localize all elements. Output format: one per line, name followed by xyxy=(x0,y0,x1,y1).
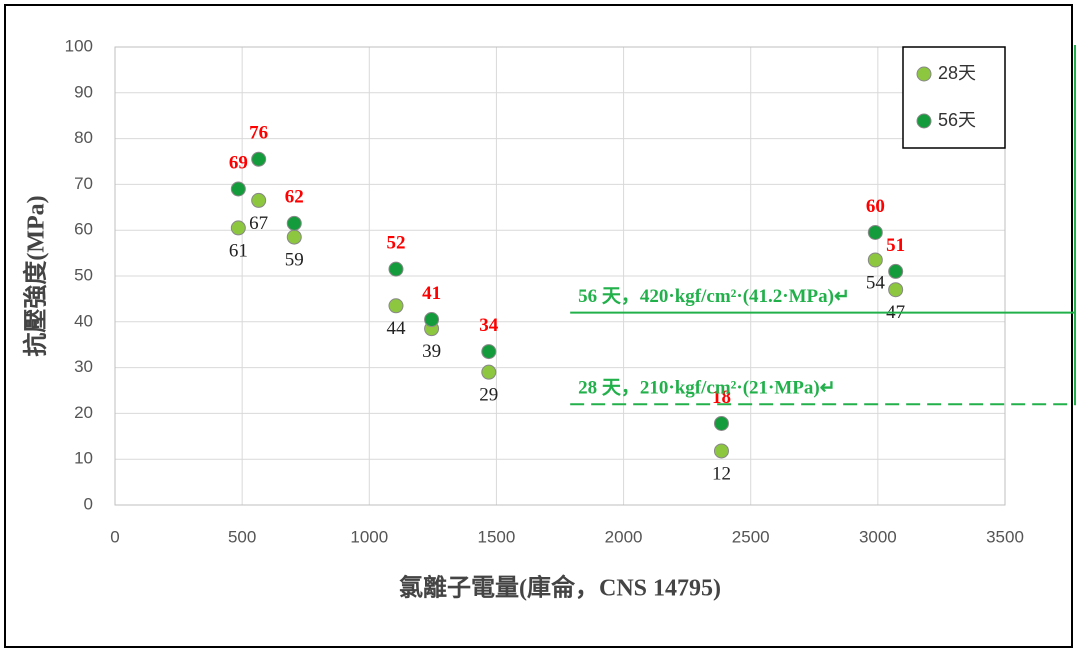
point xyxy=(481,344,497,360)
point xyxy=(286,229,302,245)
x-tick-label: 1000 xyxy=(350,527,388,546)
legend-label: 56天 xyxy=(938,110,976,130)
value-label: 54 xyxy=(866,272,886,293)
x-tick-label: 2000 xyxy=(605,527,643,546)
point xyxy=(388,298,404,314)
frame xyxy=(4,4,1073,648)
point xyxy=(230,181,246,197)
y-tick-label: 30 xyxy=(74,357,93,376)
value-label: 34 xyxy=(479,315,499,336)
x-tick-label: 0 xyxy=(110,527,119,546)
y-tick-label: 40 xyxy=(74,311,93,330)
point xyxy=(713,415,729,431)
y-tick-label: 100 xyxy=(65,36,93,55)
value-label: 69 xyxy=(229,152,248,173)
y-tick-label: 10 xyxy=(74,449,93,468)
x-axis-title: 氯離子電量(庫侖，CNS 14795) xyxy=(399,574,721,602)
y-tick-label: 80 xyxy=(74,128,93,147)
x-tick-label: 500 xyxy=(228,527,256,546)
legend-label: 28天 xyxy=(938,63,976,83)
value-label: 67 xyxy=(249,213,268,234)
point xyxy=(230,220,246,236)
x-tick-label: 1500 xyxy=(478,527,516,546)
point xyxy=(251,151,267,167)
value-label: 51 xyxy=(886,235,905,256)
point xyxy=(888,263,904,279)
value-label: 62 xyxy=(285,187,304,208)
value-label: 41 xyxy=(422,283,441,304)
point xyxy=(286,215,302,231)
y-tick-label: 60 xyxy=(74,220,93,239)
point xyxy=(388,261,404,277)
legend-marker xyxy=(916,66,932,82)
point xyxy=(251,192,267,208)
plot-border xyxy=(114,46,1006,506)
legend-marker xyxy=(916,113,932,129)
value-label: 59 xyxy=(285,249,304,270)
y-tick-label: 70 xyxy=(74,174,93,193)
value-label: 61 xyxy=(229,240,248,261)
value-label: 60 xyxy=(866,196,885,217)
value-label: 29 xyxy=(479,385,498,406)
y-tick-label: 0 xyxy=(84,494,93,513)
value-label: 12 xyxy=(712,463,731,484)
y-tick-label: 20 xyxy=(74,403,93,422)
value-label: 52 xyxy=(386,232,405,253)
point xyxy=(867,224,883,240)
value-label: 44 xyxy=(386,318,406,339)
annotation: 56 天，420·kgf/cm²·(41.2·MPa)↵ xyxy=(578,286,850,307)
point xyxy=(481,364,497,380)
y-tick-label: 50 xyxy=(74,265,93,284)
y-tick-label: 90 xyxy=(74,82,93,101)
value-label: 18 xyxy=(712,387,731,408)
point xyxy=(888,282,904,298)
x-tick-label: 3500 xyxy=(986,527,1024,546)
point xyxy=(713,443,729,459)
y-axis-title: 抗壓強度(MPa) xyxy=(22,195,50,356)
value-label: 76 xyxy=(249,123,268,144)
point xyxy=(867,252,883,268)
x-tick-label: 3000 xyxy=(859,527,897,546)
annotation: 28 天，210·kgf/cm²·(21·MPa)↵ xyxy=(578,378,836,399)
point xyxy=(424,312,440,328)
value-label: 39 xyxy=(422,341,441,362)
legend-box xyxy=(902,46,1006,149)
x-tick-label: 2500 xyxy=(732,527,770,546)
